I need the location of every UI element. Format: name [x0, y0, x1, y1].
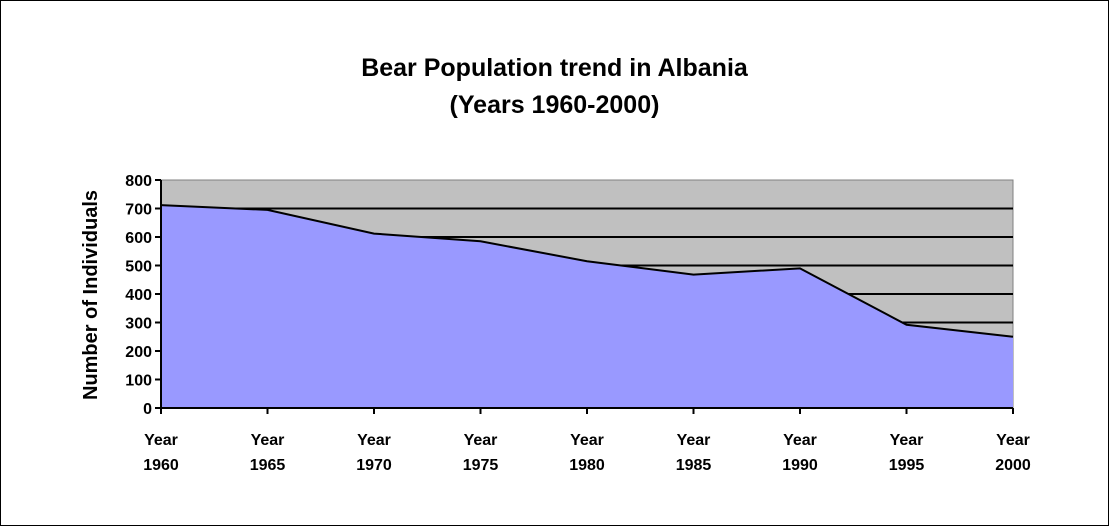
y-tick-label: 600: [125, 230, 152, 247]
y-tick-label: 100: [125, 373, 152, 390]
series-line: [160, 204, 1014, 338]
y-tick-label: 400: [125, 287, 152, 304]
x-tick-label: Year 1980: [569, 432, 605, 474]
y-tick-label: 300: [125, 316, 152, 333]
area-fill: [161, 205, 1013, 408]
y-tick-label: 800: [125, 173, 152, 190]
x-tick-label: Year 1990: [782, 432, 818, 474]
y-tick-label: 700: [125, 202, 152, 219]
y-tick-labels: 0 100 200 300 400 500 600 700 800: [125, 173, 152, 418]
x-tick-label: Year 1965: [250, 432, 286, 474]
x-tick-label: Year 1985: [676, 432, 712, 474]
y-tick-label: 0: [143, 401, 152, 418]
x-tick-label: Year 1995: [889, 432, 925, 474]
y-axis-label: Number of Individuals: [80, 190, 102, 400]
x-tick-labels: Year 1960 Year 1965 Year 1970 Year 1975 Year 1980…: [143, 432, 1031, 474]
chart-title-line-1: Bear Population trend in Albania: [361, 54, 748, 82]
chart-title: Bear Population trend in Albania (Years …: [0, 50, 1109, 124]
x-tick-label: Year 1970: [356, 432, 392, 474]
chart-title-line-2: (Years 1960-2000): [449, 91, 660, 119]
x-tick-label: Year 1975: [463, 432, 499, 474]
x-tick-label: Year 2000: [995, 432, 1031, 474]
x-tick-label: Year 1960: [143, 432, 179, 474]
y-tick-label: 200: [125, 344, 152, 361]
axes: [155, 179, 1014, 414]
y-tick-label: 500: [125, 259, 152, 276]
